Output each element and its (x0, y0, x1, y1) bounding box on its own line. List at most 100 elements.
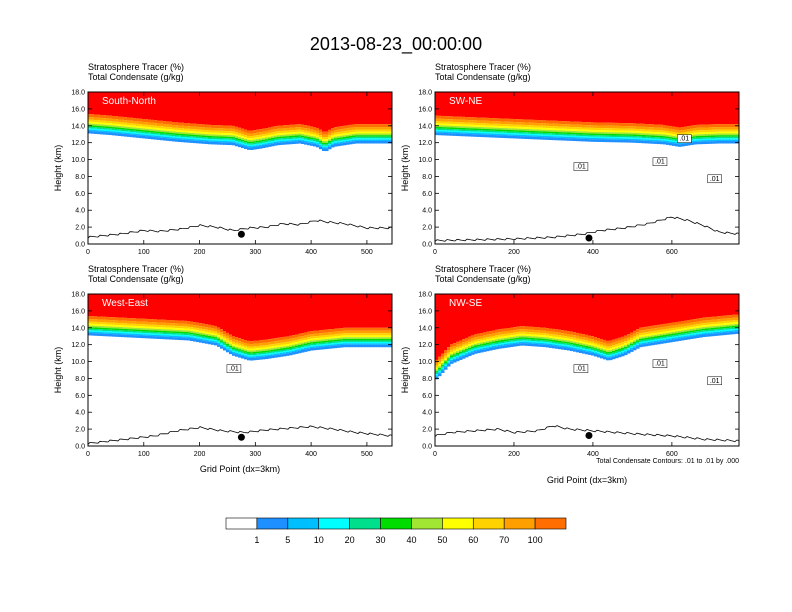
tracer-cell (247, 143, 251, 145)
tracer-cell (441, 356, 445, 360)
tracer-cell (277, 135, 281, 137)
tracer-cell (726, 129, 730, 132)
tracer-cell (483, 130, 487, 132)
tracer-cell (666, 133, 670, 135)
tracer-cell (175, 337, 179, 340)
tracer-cell (654, 325, 658, 329)
tracer-cell (331, 133, 335, 136)
tracer-cell (121, 124, 125, 127)
tracer-cell (139, 335, 143, 339)
tracer-cell (600, 294, 604, 339)
tracer-cell (304, 136, 308, 138)
tracer-cell (304, 132, 308, 135)
tracer-cell (531, 122, 535, 126)
tracer-cell (714, 294, 718, 317)
tracer-cell (678, 329, 682, 331)
tracer-cell (211, 136, 215, 138)
tracer-cell (549, 341, 553, 343)
tracer-cell (88, 129, 92, 131)
tracer-cell (537, 136, 541, 140)
tracer-cell (564, 343, 568, 345)
tracer-cell (160, 322, 164, 326)
tracer-cell (549, 336, 553, 338)
tracer-cell (486, 123, 490, 126)
tracer-cell (537, 336, 541, 339)
tracer-cell (477, 120, 481, 123)
tracer-cell (328, 346, 332, 349)
tracer-cell (130, 332, 134, 334)
tracer-cell (516, 340, 520, 343)
tracer-cell (441, 364, 445, 367)
tracer-cell (513, 131, 517, 134)
y-tick-label: 0.0 (75, 444, 85, 451)
tracer-cell (606, 138, 610, 140)
tracer-cell (480, 333, 484, 336)
tracer-cell (435, 375, 439, 377)
tracer-cell (325, 137, 329, 140)
tracer-cell (313, 141, 317, 143)
tracer-cell (157, 294, 161, 320)
tracer-cell (328, 137, 332, 140)
tracer-cell (142, 294, 146, 319)
tracer-cell (295, 345, 299, 348)
tracer-cell (337, 345, 341, 348)
tracer-cell (139, 92, 143, 119)
tracer-cell (142, 324, 146, 327)
tracer-cell (367, 139, 371, 141)
tracer-cell (259, 354, 263, 356)
tracer-cell (196, 133, 200, 136)
tracer-cell (118, 331, 122, 334)
tracer-cell (507, 335, 511, 338)
tracer-cell (109, 123, 113, 126)
tracer-cell (229, 340, 233, 343)
tracer-cell (94, 333, 98, 336)
tracer-cell (603, 354, 607, 356)
tracer-cell (519, 92, 523, 120)
tracer-cell (106, 329, 110, 332)
tracer-cell (474, 349, 478, 352)
tracer-cell (268, 344, 272, 347)
tracer-cell (343, 131, 347, 134)
tracer-cell (537, 334, 541, 337)
tracer-cell (190, 128, 194, 132)
tracer-cell (447, 116, 451, 120)
panel-frame (87, 293, 393, 447)
tracer-cell (139, 124, 143, 127)
tracer-cell (202, 336, 206, 338)
tracer-cell (687, 129, 691, 132)
tracer-cell (705, 328, 709, 331)
tracer-cell (322, 92, 326, 132)
tracer-cell (253, 356, 257, 358)
tracer-cell (142, 130, 146, 132)
tracer-cell (639, 123, 643, 127)
tracer-cell (483, 128, 487, 131)
tracer-cell (358, 124, 362, 128)
tracer-cell (274, 126, 278, 130)
tracer-cell (495, 339, 499, 341)
tracer-cell (322, 131, 326, 135)
tracer-cell (450, 355, 454, 358)
tracer-cell (349, 136, 353, 138)
tracer-cell (711, 327, 715, 330)
tracer-cell (325, 131, 329, 135)
tracer-cell (262, 351, 266, 353)
tracer-cell (681, 129, 685, 133)
tracer-cell (310, 140, 314, 142)
tracer-cell (322, 294, 326, 330)
tracer-cell (570, 342, 574, 345)
tracer-cell (343, 133, 347, 136)
tracer-cell (145, 326, 149, 329)
tracer-cell (705, 134, 709, 136)
tracer-cell (531, 341, 535, 343)
tracer-cell (606, 294, 610, 341)
tracer-cell (555, 336, 559, 339)
tracer-cell (112, 130, 116, 132)
tracer-cell (256, 92, 260, 130)
tracer-cell (295, 127, 299, 130)
tracer-cell (241, 128, 245, 132)
tracer-cell (525, 339, 529, 341)
tracer-cell (504, 92, 508, 119)
tracer-cell (268, 127, 272, 131)
tracer-cell (534, 294, 538, 328)
tracer-cell (612, 138, 616, 140)
